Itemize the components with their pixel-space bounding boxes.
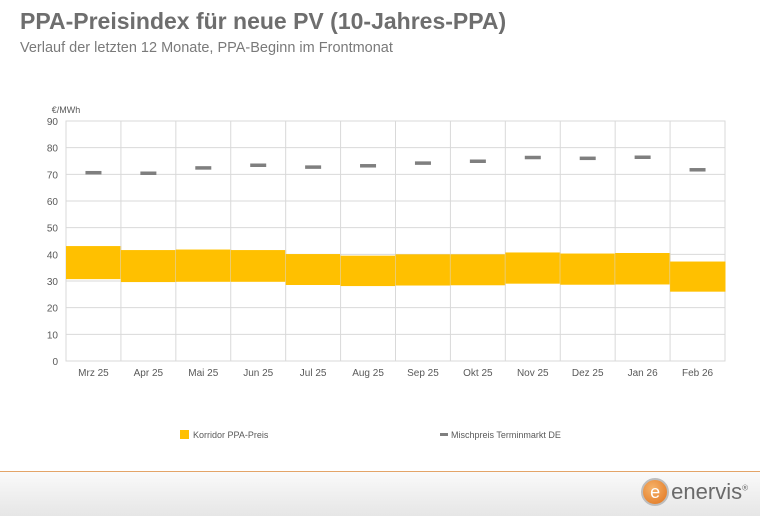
marker-nov-25 [524,155,541,160]
y-tick-label: 10 [47,330,59,341]
marker-mai-25 [195,166,212,170]
range-bar-feb-26 [670,261,726,292]
range-bar-apr-25 [120,250,177,283]
range-bar-aug-25 [340,255,396,287]
x-tick-label: Feb 26 [682,368,714,379]
y-tick-label: 30 [47,277,59,288]
y-tick-label: 90 [47,117,59,128]
range-bar-mrz-25 [66,246,122,280]
enervis-logo: e enervis® [641,478,748,506]
marker-sep-25 [414,161,431,165]
y-tick-label: 50 [47,224,59,235]
legend-swatch-band [180,430,189,439]
legend-label-band: Korridor PPA-Preis [193,430,269,440]
legend-label-marker: Mischpreis Terminmarkt DE [451,430,561,440]
x-tick-label: Jul 25 [300,368,327,379]
logo-mark: e [641,478,670,506]
footer: e enervis® [0,471,760,516]
x-tick-label: Apr 25 [134,368,164,379]
range-bar-sep-25 [395,254,451,286]
marker-feb-26 [689,168,706,172]
y-tick-label: 60 [47,197,59,208]
x-tick-label: Sep 25 [407,368,439,379]
logo-text: enervis® [671,479,748,504]
range-bar-okt-25 [450,254,506,286]
y-tick-label: 0 [52,357,58,368]
marker-apr-25 [140,171,157,175]
y-tick-label: 40 [47,250,59,261]
y-axis-label: €/MWh [52,105,81,115]
marker-mrz-25 [85,170,102,175]
x-tick-label: Mai 25 [188,368,218,379]
x-tick-label: Jan 26 [628,368,658,379]
range-bar-jul-25 [285,254,342,285]
x-tick-label: Dez 25 [572,368,604,379]
y-tick-label: 20 [47,304,59,315]
x-tick-label: Okt 25 [463,368,493,379]
marker-okt-25 [469,159,486,163]
range-bar-nov-25 [505,252,561,284]
legend-swatch-marker [440,433,448,436]
chart-title: PPA-Preisindex für neue PV (10-Jahres-PP… [20,8,507,34]
y-tick-label: 70 [47,170,59,181]
marker-jul-25 [305,165,322,169]
range-bar-jan-26 [615,253,671,285]
x-tick-label: Aug 25 [352,368,384,379]
chart: 0 10 20 30 40 50 60 70 80 90 €/MWh Mrz 25 Apr 25 Mai … [47,105,726,440]
x-tick-label: Nov 25 [517,368,549,379]
range-bar-jun-25 [230,250,287,282]
marker-jun-25 [250,163,267,167]
range-bar-mai-25 [175,249,232,282]
x-tick-label: Mrz 25 [78,368,109,379]
chart-subtitle: Verlauf der letzten 12 Monate, PPA-Begin… [20,40,393,56]
marker-dez-25 [579,156,596,161]
x-tick-label: Jun 25 [243,368,273,379]
y-tick-label: 80 [47,144,59,155]
marker-aug-25 [360,164,377,168]
range-bar-dez-25 [560,253,616,285]
marker-jan-26 [634,155,651,159]
